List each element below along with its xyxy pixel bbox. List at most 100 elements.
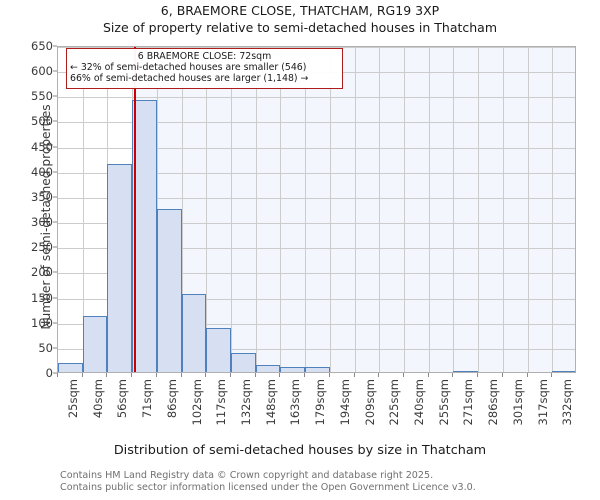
x-axis-tick-label: 255sqm bbox=[436, 379, 451, 426]
x-axis-tick-label: 317sqm bbox=[535, 379, 550, 426]
y-axis-tick-label: 550 bbox=[31, 89, 53, 104]
x-axis-tick-mark bbox=[427, 373, 429, 377]
gridline-vertical bbox=[453, 47, 455, 372]
gridline-vertical bbox=[379, 47, 381, 372]
y-axis-tick-mark bbox=[53, 347, 57, 349]
gridline-horizontal bbox=[58, 348, 575, 350]
y-axis-ticks: 0 50 100 150 200 250 300 350 400 450 500 550 600 650 bbox=[0, 0, 53, 500]
gridline-horizontal bbox=[58, 172, 575, 174]
x-axis-tick-mark bbox=[205, 373, 207, 377]
histogram-bar bbox=[206, 328, 231, 372]
x-axis-tick-label: 301sqm bbox=[510, 379, 525, 426]
gridline-vertical bbox=[329, 47, 331, 372]
histogram-bar bbox=[305, 366, 330, 372]
x-axis-tick-label: 102sqm bbox=[189, 379, 204, 426]
x-axis-tick-mark bbox=[477, 373, 479, 377]
x-axis-tick-label: 148sqm bbox=[263, 379, 278, 426]
y-axis-tick-mark bbox=[53, 45, 57, 47]
gridline-horizontal bbox=[58, 122, 575, 124]
histogram-bar bbox=[156, 209, 182, 372]
histogram-bar bbox=[552, 370, 575, 372]
x-axis-tick-mark bbox=[230, 373, 231, 377]
gridline-vertical bbox=[502, 47, 504, 372]
x-axis-tick-mark bbox=[501, 373, 503, 377]
property-annotation-box: 6 BRAEMORE CLOSE: 72sqm ← 32% of semi-de… bbox=[66, 48, 343, 89]
histogram-bar bbox=[255, 365, 281, 372]
y-axis-tick-label: 350 bbox=[31, 189, 53, 204]
x-axis-tick-mark bbox=[254, 373, 256, 377]
x-axis-tick-label: 25sqm bbox=[66, 379, 80, 419]
x-axis-tick-label: 86sqm bbox=[164, 379, 179, 419]
x-axis-tick-mark bbox=[180, 373, 182, 377]
x-axis-tick-label: 163sqm bbox=[288, 379, 303, 426]
gridline-horizontal bbox=[58, 97, 575, 99]
property-size-marker-line bbox=[133, 47, 136, 372]
y-axis-tick-label: 50 bbox=[38, 340, 53, 355]
y-axis-tick-mark bbox=[53, 271, 57, 273]
chart-subtitle: Size of property relative to semi-detach… bbox=[102, 20, 498, 35]
footer-attribution: Contains HM Land Registry data © Crown c… bbox=[60, 470, 580, 493]
x-axis-tick-label: 271sqm bbox=[461, 379, 476, 426]
plot-area bbox=[57, 46, 576, 373]
x-axis-tick-label: 179sqm bbox=[313, 379, 328, 426]
x-axis-tick-mark bbox=[328, 373, 330, 377]
histogram-bar bbox=[280, 366, 306, 372]
gridline-vertical bbox=[428, 47, 430, 372]
x-axis-tick-mark bbox=[551, 373, 553, 377]
y-axis-tick-label: 500 bbox=[31, 114, 53, 129]
gridline-horizontal bbox=[58, 298, 575, 300]
gridline-vertical bbox=[478, 47, 480, 372]
x-axis-tick-mark bbox=[279, 373, 281, 377]
x-axis-tick-label: 117sqm bbox=[214, 379, 229, 426]
gridline-vertical bbox=[552, 47, 554, 372]
x-axis-tick-mark bbox=[452, 373, 454, 377]
gridline-vertical bbox=[280, 47, 282, 372]
gridline-horizontal bbox=[58, 47, 575, 48]
x-axis-tick-mark bbox=[57, 373, 58, 377]
y-axis-tick-label: 300 bbox=[31, 215, 53, 230]
y-axis-tick-mark bbox=[53, 196, 57, 198]
x-axis-tick-mark bbox=[155, 373, 157, 377]
x-axis-tick-label: 240sqm bbox=[412, 379, 426, 426]
x-axis-tick-label: 132sqm bbox=[239, 379, 253, 426]
y-axis-tick-mark bbox=[53, 146, 57, 148]
y-axis-tick-mark bbox=[53, 221, 57, 223]
x-axis-tick-mark bbox=[378, 373, 380, 377]
gridline-horizontal bbox=[58, 147, 575, 149]
x-axis-tick-mark bbox=[403, 373, 404, 377]
histogram-bar bbox=[82, 315, 108, 372]
annotation-smaller-line: ← 32% of semi-detached houses are smalle… bbox=[70, 62, 307, 74]
y-axis-tick-label: 0 bbox=[45, 366, 53, 380]
y-axis-tick-label: 400 bbox=[31, 164, 53, 179]
gridline-horizontal bbox=[58, 273, 575, 275]
x-axis-tick-mark bbox=[526, 373, 528, 377]
gridline-vertical bbox=[354, 47, 356, 372]
gridline-horizontal bbox=[58, 197, 575, 199]
x-axis-tick-mark bbox=[106, 373, 108, 377]
y-axis-tick-mark bbox=[53, 372, 57, 374]
y-axis-tick-mark bbox=[53, 246, 57, 248]
gridline-vertical bbox=[231, 47, 232, 372]
gridline-vertical bbox=[181, 47, 183, 372]
y-axis-tick-mark bbox=[53, 95, 57, 97]
histogram-bar bbox=[107, 163, 133, 372]
gridline-horizontal bbox=[58, 248, 575, 250]
y-axis-label: Number of semi-detached properties bbox=[39, 104, 53, 330]
chart-title: 6, BRAEMORE CLOSE, THATCHAM, RG19 3XP bbox=[160, 3, 440, 18]
annotation-larger-line: 66% of semi-detached houses are larger (… bbox=[70, 73, 309, 85]
x-axis-label: Distribution of semi-detached houses by … bbox=[113, 443, 487, 458]
histogram-bar bbox=[453, 370, 479, 372]
histogram-bar bbox=[132, 99, 157, 372]
histogram-bar bbox=[231, 352, 256, 372]
x-axis-tick-label: 225sqm bbox=[387, 379, 402, 426]
histogram-bar bbox=[181, 293, 207, 372]
y-axis-tick-mark bbox=[53, 322, 57, 324]
x-axis-tick-label: 56sqm bbox=[115, 379, 130, 419]
gridline-horizontal bbox=[58, 223, 575, 225]
x-axis-tick-mark bbox=[353, 373, 355, 377]
y-axis-tick-label: 450 bbox=[31, 139, 53, 154]
y-axis-tick-label: 200 bbox=[31, 265, 53, 280]
x-axis-tick-label: 40sqm bbox=[90, 379, 105, 419]
gridline-vertical bbox=[404, 47, 405, 372]
gridline-vertical bbox=[206, 47, 208, 372]
